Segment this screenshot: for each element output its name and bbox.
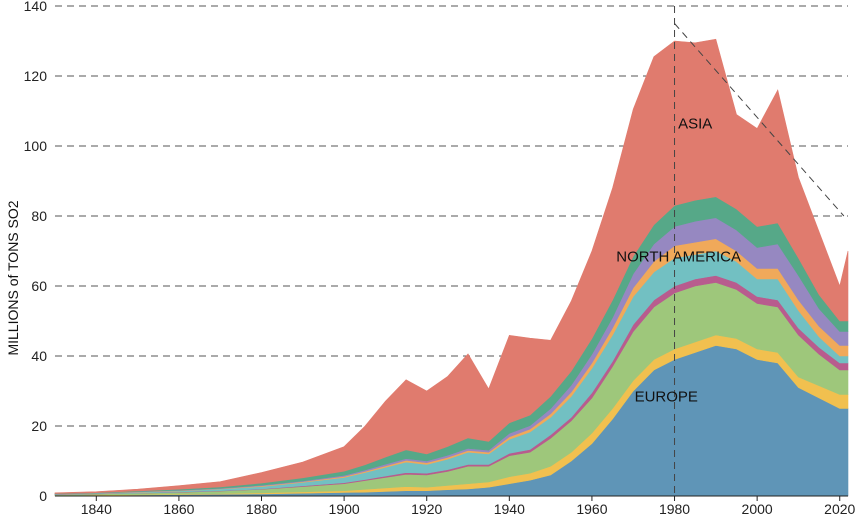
series-label-europe: EUROPE bbox=[635, 389, 698, 406]
x-tick-label: 1980 bbox=[659, 501, 690, 517]
x-tick-label: 1880 bbox=[246, 501, 277, 517]
y-tick-labels: 0 20 40 60 80 100 120 140 bbox=[24, 0, 48, 504]
y-tick-label: 40 bbox=[31, 348, 47, 364]
x-tick-label: 1900 bbox=[329, 501, 360, 517]
y-tick-label: 100 bbox=[24, 138, 48, 154]
x-tick-label: 1920 bbox=[411, 501, 442, 517]
y-tick-label: 0 bbox=[39, 488, 47, 504]
x-tick-labels: 1840 1860 1880 1900 1920 1940 1960 1980 2000 2020 bbox=[81, 496, 856, 517]
x-tick-label: 1940 bbox=[494, 501, 525, 517]
series-label-asia: ASIA bbox=[678, 116, 712, 133]
y-tick-label: 60 bbox=[31, 278, 47, 294]
x-tick-label: 2020 bbox=[824, 501, 855, 517]
series-labels: EUROPE NORTH AMERICA ASIA bbox=[616, 116, 741, 406]
annotation-lines bbox=[674, 6, 845, 496]
x-tick-label: 1960 bbox=[576, 501, 607, 517]
series-label-north-america: NORTH AMERICA bbox=[616, 249, 741, 266]
y-tick-label: 20 bbox=[31, 418, 47, 434]
y-tick-label: 140 bbox=[24, 0, 48, 14]
x-tick-label: 1860 bbox=[163, 501, 194, 517]
trend-reference-line bbox=[674, 23, 845, 217]
y-axis-title: MILLIONS of TONS SO2 bbox=[5, 200, 21, 355]
x-tick-label: 2000 bbox=[742, 501, 773, 517]
area-series-asia bbox=[54, 38, 849, 494]
y-tick-label: 80 bbox=[31, 208, 47, 224]
area-series bbox=[54, 38, 849, 497]
y-tick-label: 120 bbox=[24, 68, 48, 84]
gridlines bbox=[55, 5, 848, 427]
x-tick-label: 1840 bbox=[81, 501, 112, 517]
